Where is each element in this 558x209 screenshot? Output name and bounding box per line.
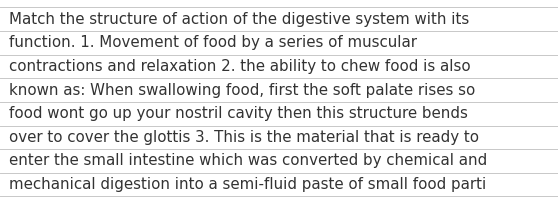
Text: known as: When swallowing food, first the soft palate rises so: known as: When swallowing food, first th… xyxy=(9,83,475,98)
Text: mechanical digestion into a semi-fluid paste of small food parti: mechanical digestion into a semi-fluid p… xyxy=(9,177,486,192)
Text: over to cover the glottis 3. This is the material that is ready to: over to cover the glottis 3. This is the… xyxy=(9,130,479,145)
Text: enter the small intestine which was converted by chemical and: enter the small intestine which was conv… xyxy=(9,153,487,168)
Text: contractions and relaxation 2. the ability to chew food is also: contractions and relaxation 2. the abili… xyxy=(9,59,470,74)
Text: food wont go up your nostril cavity then this structure bends: food wont go up your nostril cavity then… xyxy=(9,106,468,121)
Text: Match the structure of action of the digestive system with its: Match the structure of action of the dig… xyxy=(9,12,469,27)
Text: function. 1. Movement of food by a series of muscular: function. 1. Movement of food by a serie… xyxy=(9,35,417,50)
